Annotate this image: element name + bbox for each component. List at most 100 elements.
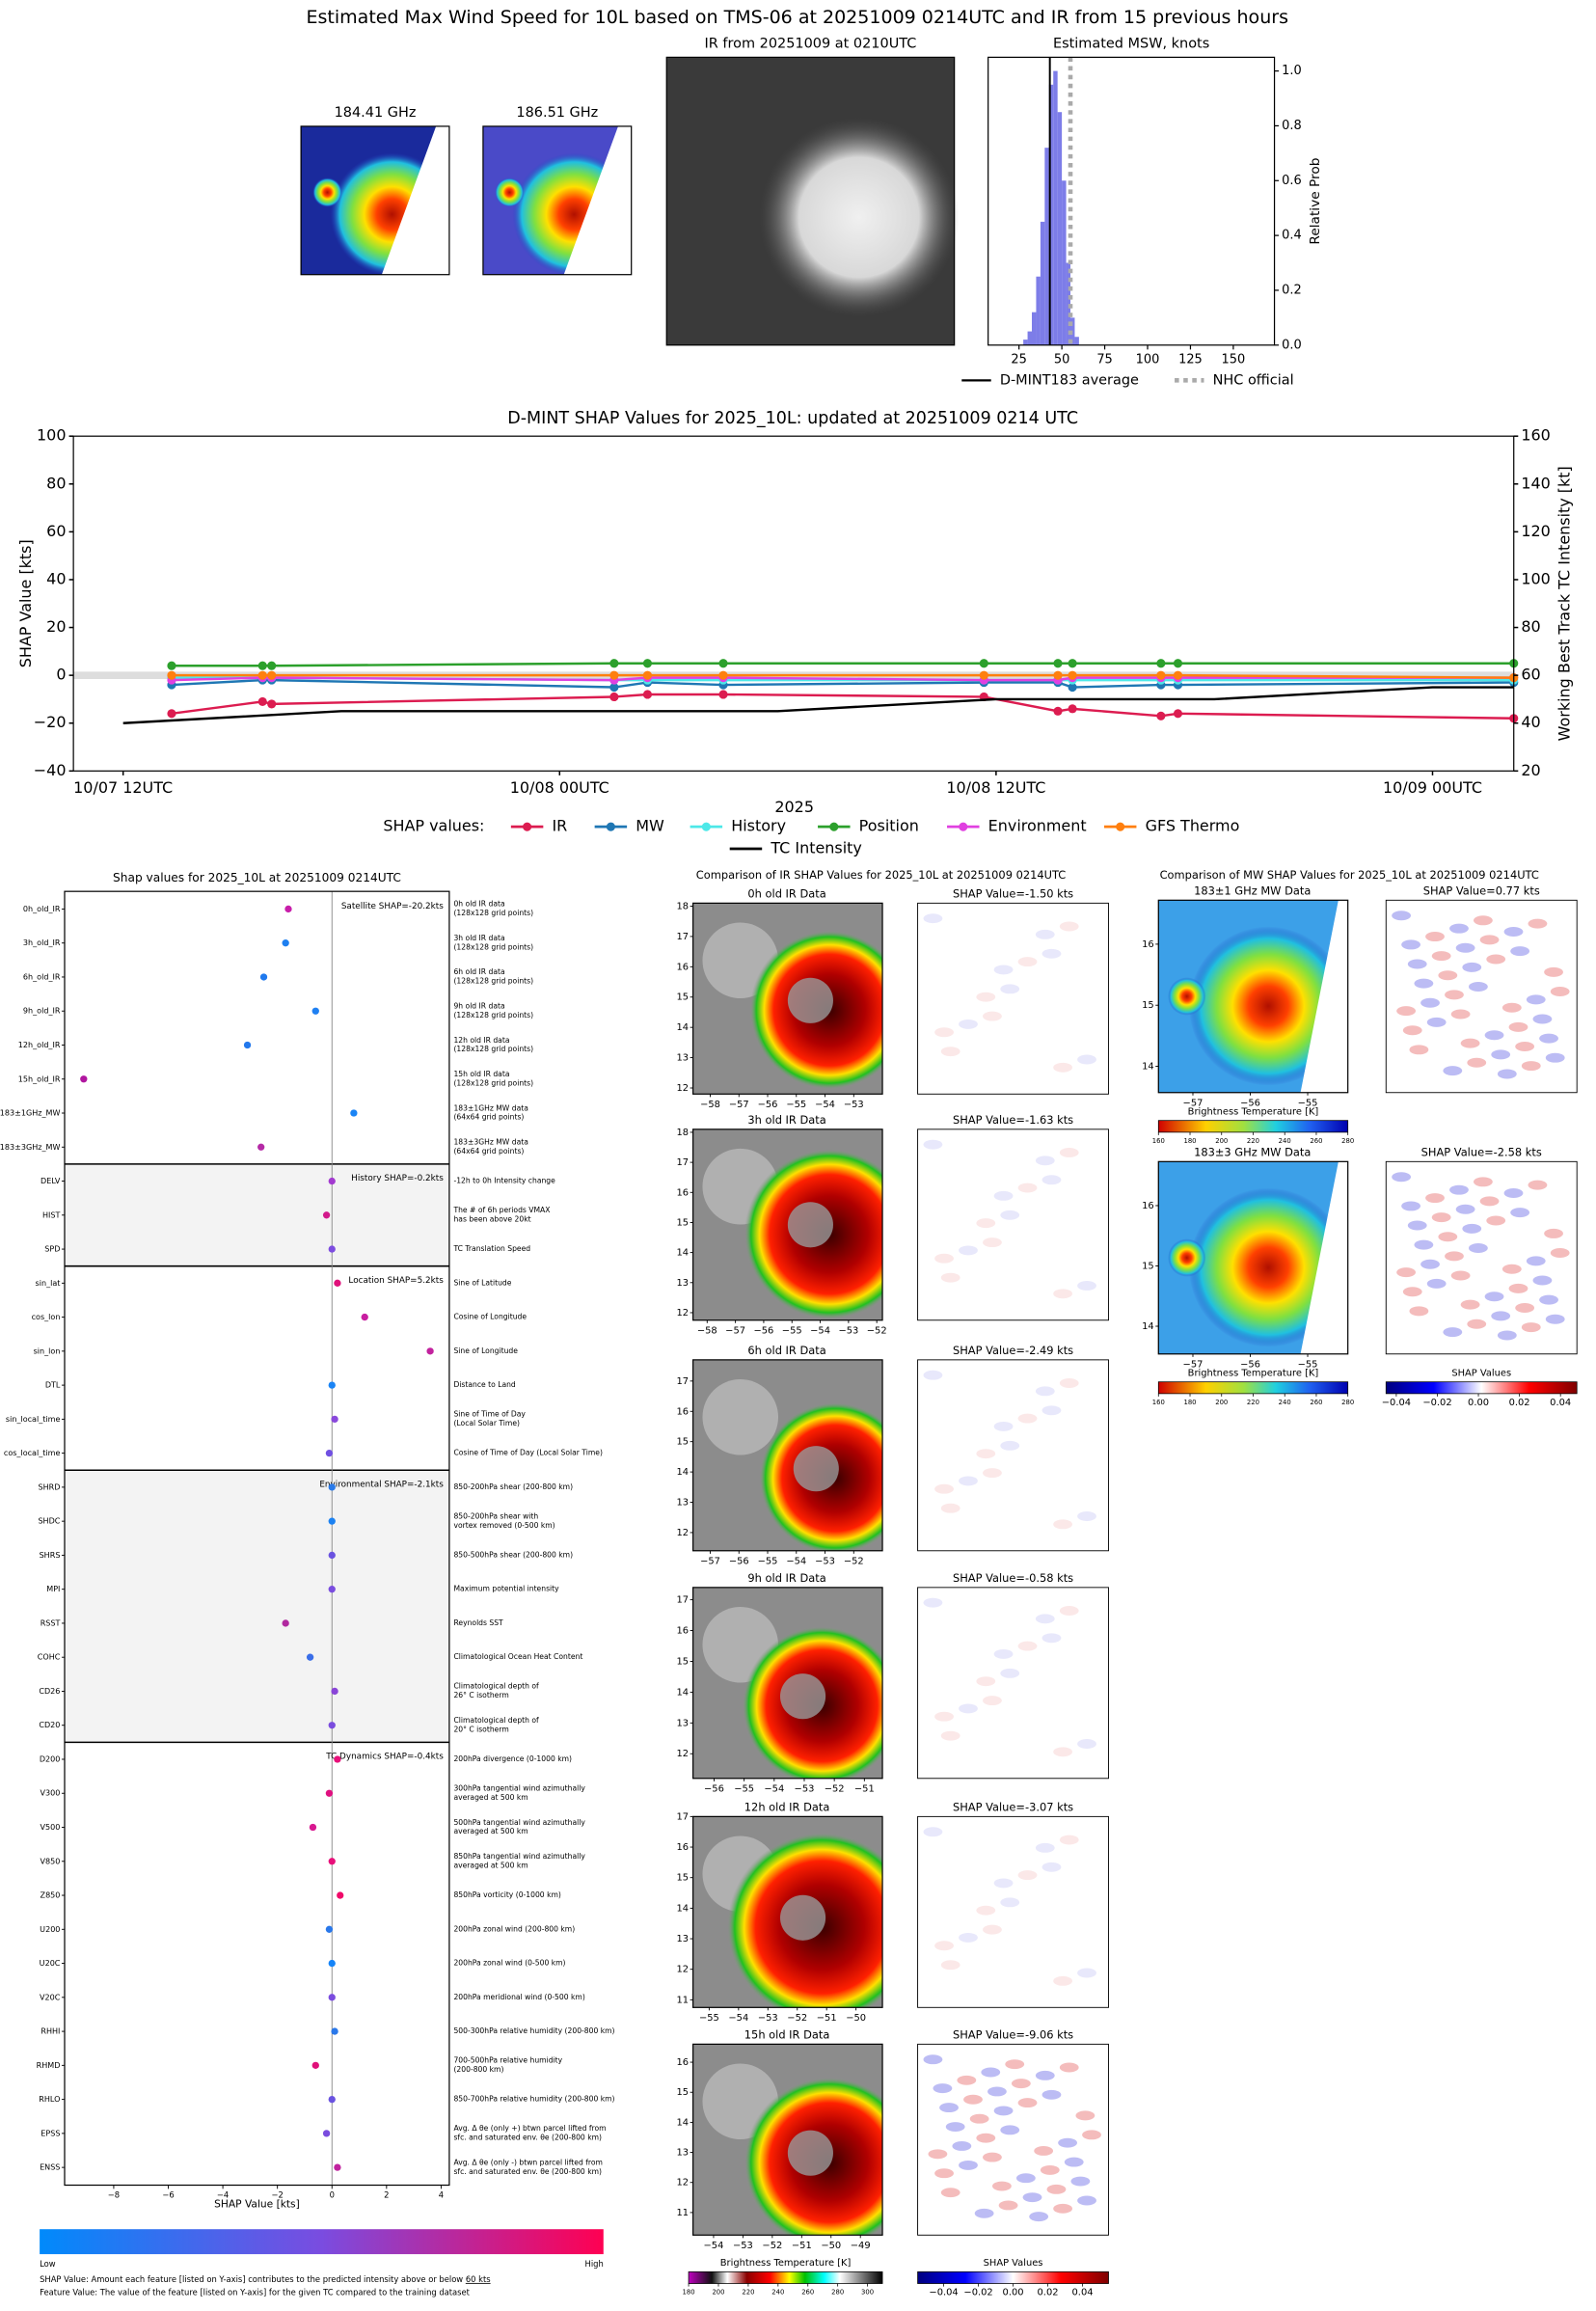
colorbar-tick-label: 300 — [861, 2289, 874, 2297]
shap-pattern — [1035, 1614, 1055, 1624]
shap-pattern — [1539, 1294, 1558, 1305]
shap-pattern — [934, 1483, 954, 1494]
x-tick-label: −55 — [1298, 1359, 1318, 1370]
x-tick-label: −57 — [1183, 1098, 1204, 1108]
figure-title: Estimated Max Wind Speed for 10L based o… — [306, 7, 1287, 28]
feature-description: Maximum potential intensity — [453, 1585, 559, 1593]
image-title: 3h old IR Data — [747, 1113, 825, 1127]
x-tick-label: −55 — [786, 1100, 806, 1110]
feature-name: 3h_old_IR — [23, 938, 61, 947]
shap-pattern — [1017, 1413, 1038, 1424]
feature-description: Sine of Time of Day — [453, 1410, 526, 1419]
legend-label: Position — [859, 817, 919, 835]
colorbar-tick-label: 200 — [1215, 1399, 1228, 1406]
shap-dot — [328, 2095, 336, 2104]
legend-marker — [959, 822, 968, 831]
feature-description: vortex removed (0-500 km) — [453, 1521, 555, 1530]
shap-pattern — [1515, 1302, 1535, 1313]
series-line — [171, 693, 1514, 720]
shap-pattern — [959, 2160, 978, 2170]
feature-description: Climatological depth of — [453, 1682, 539, 1691]
shap-image — [1385, 1160, 1578, 1355]
y-tick-label: 11 — [676, 2208, 689, 2218]
shap-pattern — [963, 2094, 983, 2105]
shap-pattern — [993, 1648, 1014, 1659]
shap-pattern — [1486, 954, 1506, 965]
shap-pattern — [1407, 1220, 1427, 1231]
feature-description: (128x128 grid points) — [453, 977, 533, 986]
shap-dot — [328, 1858, 336, 1865]
shap-pattern — [1041, 1633, 1062, 1644]
y-tick-label: 15 — [1142, 1261, 1154, 1271]
shap-pattern — [940, 1730, 960, 1741]
group-label: Satellite SHAP=-20.2kts — [341, 902, 444, 911]
feature-description: Avg. Δ θe (only +) btwn parcel lifted fr… — [453, 2124, 606, 2133]
x-tick-label: 125 — [1178, 353, 1203, 367]
shap-pattern — [959, 1932, 978, 1943]
shap-dot — [257, 1143, 265, 1151]
feature-name: V20C — [40, 1993, 61, 2001]
x-tick-label: 0 — [330, 2190, 335, 2200]
shap-pattern — [1508, 1021, 1528, 1032]
y-tick-label: 14 — [676, 1248, 689, 1259]
shap-pattern — [1392, 911, 1412, 921]
shap-pattern — [1000, 1440, 1020, 1451]
x-tick-label: −54 — [728, 2013, 748, 2024]
feature-description: 300hPa tangential wind azimuthally — [453, 1784, 585, 1793]
shap-dot — [284, 905, 292, 913]
mw-image — [1158, 1161, 1348, 1354]
shap-dot — [328, 1517, 336, 1525]
image-blob — [495, 177, 525, 207]
axes-frame — [72, 435, 1515, 772]
x-tick-label: −52 — [787, 2013, 807, 2024]
image-core — [779, 1673, 826, 1720]
y2-tick-label: 80 — [1521, 617, 1540, 636]
legend-label: TC Intensity — [770, 839, 862, 857]
colorbar — [1385, 1381, 1578, 1395]
footnote: SHAP Value: Amount each feature [listed … — [40, 2273, 490, 2283]
histogram-bar — [1036, 276, 1041, 345]
axes-frame — [64, 890, 450, 2187]
colorbar-tick-label: 240 — [1279, 1399, 1291, 1406]
feature-name: V300 — [41, 1789, 61, 1798]
shap-pattern — [981, 2067, 1001, 2078]
feature-name: EPSS — [41, 2129, 60, 2137]
shap-pattern — [993, 2106, 1014, 2116]
feature-description: 26° C isotherm — [453, 1691, 508, 1699]
series-marker — [1068, 670, 1077, 680]
image-core — [779, 1894, 826, 1941]
colorbar-tick-label: −0.02 — [963, 2288, 992, 2298]
feature-name: ENSS — [40, 2163, 60, 2172]
shap-pattern — [1455, 942, 1475, 953]
feature-description: 6h old IR data — [453, 967, 504, 976]
histogram-bar — [1062, 180, 1067, 345]
y2-tick-label: 140 — [1521, 474, 1550, 492]
feature-description: 500hPa tangential wind azimuthally — [453, 1818, 585, 1827]
x-tick-label: 10/09 00UTC — [1383, 778, 1482, 797]
shap-pattern — [1462, 962, 1482, 972]
shap-title: SHAP Value=-0.58 kts — [953, 1571, 1073, 1585]
x-tick-label: −50 — [821, 2241, 841, 2251]
shap-pattern — [959, 1703, 978, 1714]
feature-name: 0h_old_IR — [23, 905, 61, 913]
ir-image — [692, 903, 883, 1095]
x-tick-label: −53 — [758, 2013, 778, 2024]
y-tick-label: 0.6 — [1282, 174, 1302, 188]
histogram-bar — [1040, 221, 1045, 345]
shap-pattern — [1425, 932, 1445, 942]
shap-title: SHAP Value=-2.58 kts — [1421, 1146, 1542, 1159]
shap-pattern — [1053, 1747, 1072, 1757]
series-marker — [718, 659, 728, 668]
shap-dot — [243, 1041, 252, 1049]
feature-name: SPD — [44, 1245, 60, 1254]
shap-pattern — [992, 2181, 1012, 2191]
x-tick-label: −57 — [725, 1325, 745, 1336]
feature-description: 500-300hPa relative humidity (200-800 km… — [453, 2026, 614, 2035]
series-marker — [1053, 706, 1063, 716]
feature-name: U200 — [40, 1925, 60, 1934]
colorbar-tick-label: 260 — [1310, 1399, 1322, 1406]
x-tick-label: 75 — [1096, 353, 1112, 367]
shap-pattern — [1515, 1041, 1535, 1051]
feature-description: (128x128 grid points) — [453, 942, 533, 951]
